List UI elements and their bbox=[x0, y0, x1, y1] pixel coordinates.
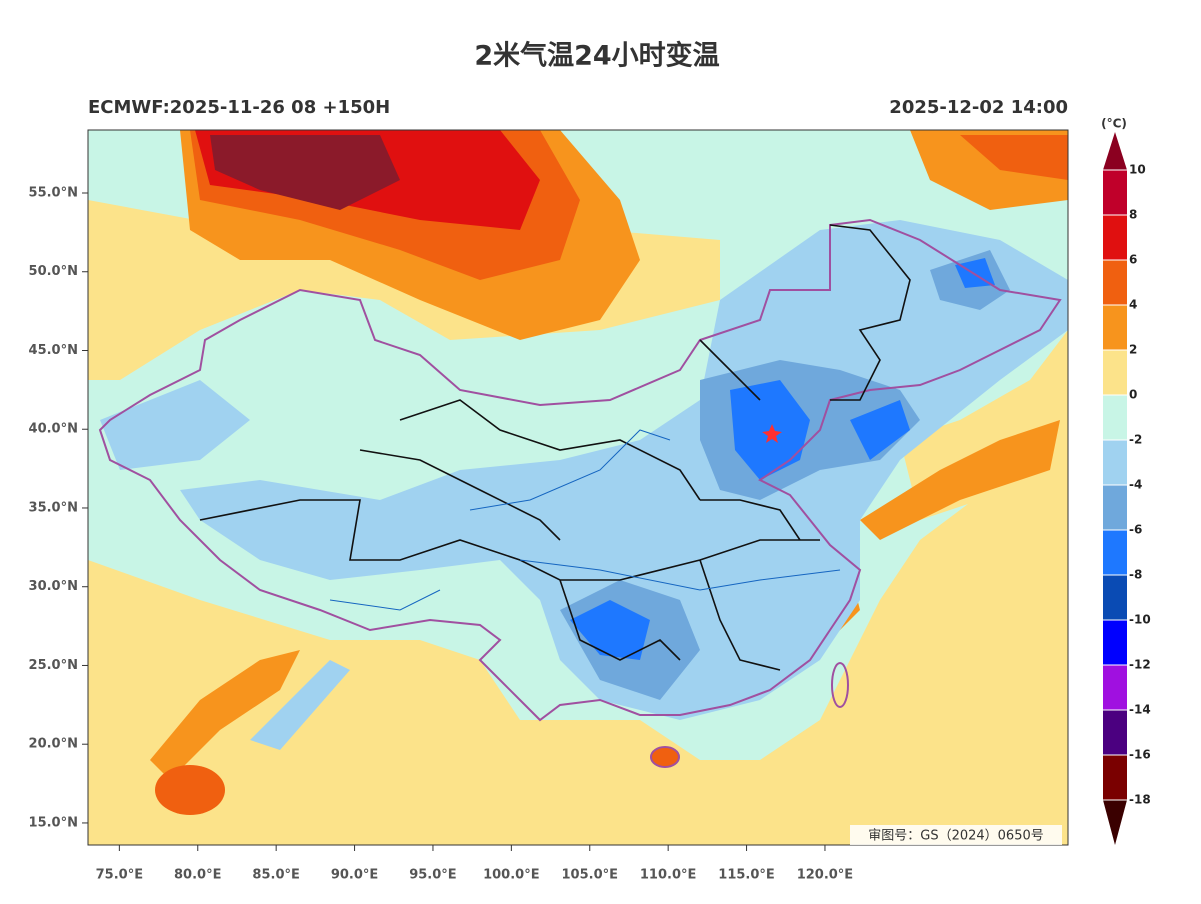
map-frame bbox=[87, 129, 1069, 846]
temperature-field bbox=[88, 130, 1068, 845]
lat-tick-label: 25.0°N bbox=[29, 658, 78, 673]
lat-tick-label: 20.0°N bbox=[29, 737, 78, 752]
colorbar-label: 2 bbox=[1129, 343, 1137, 357]
colorbar-over bbox=[1103, 132, 1127, 170]
colorbar-label: 6 bbox=[1129, 253, 1137, 267]
colorbar-label: -2 bbox=[1129, 433, 1142, 447]
approval-number: 审图号：GS（2024）0650号 bbox=[868, 829, 1044, 844]
colorbar-label: 10 bbox=[1129, 163, 1146, 177]
lat-tick-label: 35.0°N bbox=[29, 500, 78, 515]
lat-tick-label: 40.0°N bbox=[29, 422, 78, 437]
colorbar-bin bbox=[1103, 530, 1127, 575]
title: 2米气温24小时变温 bbox=[474, 40, 719, 72]
colorbar-label: 4 bbox=[1129, 298, 1137, 312]
colorbar-under bbox=[1103, 800, 1127, 845]
colorbar-unit: (°C) bbox=[1101, 117, 1127, 131]
colorbar-bin bbox=[1103, 260, 1127, 305]
lon-tick-label: 105.0°E bbox=[562, 868, 619, 883]
lon-tick-label: 110.0°E bbox=[640, 868, 697, 883]
colorbar-bin bbox=[1103, 485, 1127, 530]
colorbar-label: 8 bbox=[1129, 208, 1137, 222]
model-run: ECMWF:2025-11-26 08 +150H bbox=[88, 97, 390, 118]
colorbar-label: -8 bbox=[1129, 568, 1142, 582]
colorbar-bin bbox=[1103, 440, 1127, 485]
colorbar-bin bbox=[1103, 170, 1127, 215]
colorbar-bin bbox=[1103, 215, 1127, 260]
colorbar-label: -4 bbox=[1129, 478, 1142, 492]
lon-tick-label: 120.0°E bbox=[797, 868, 854, 883]
colorbar-bin bbox=[1103, 305, 1127, 350]
lon-tick-label: 90.0°E bbox=[331, 868, 378, 883]
colorbar-label: -10 bbox=[1129, 613, 1151, 627]
lat-tick-label: 45.0°N bbox=[29, 343, 78, 358]
colorbar-bin bbox=[1103, 710, 1127, 755]
colorbar-label: -12 bbox=[1129, 658, 1151, 672]
colorbar-label: -18 bbox=[1129, 793, 1151, 807]
colorbar-label: -14 bbox=[1129, 703, 1151, 717]
colorbar-bin bbox=[1103, 395, 1127, 440]
lat-tick-label: 15.0°N bbox=[29, 815, 78, 830]
colorbar-label: 0 bbox=[1129, 388, 1137, 402]
colorbar-bin bbox=[1103, 350, 1127, 395]
approval-box bbox=[850, 825, 1062, 845]
lon-tick-label: 115.0°E bbox=[718, 868, 775, 883]
colorbar-bin bbox=[1103, 665, 1127, 710]
lon-tick-label: 100.0°E bbox=[483, 868, 540, 883]
lon-tick-label: 95.0°E bbox=[409, 868, 456, 883]
lon-tick-label: 85.0°E bbox=[252, 868, 299, 883]
colorbar-label: -16 bbox=[1129, 748, 1151, 762]
lon-tick-label: 80.0°E bbox=[174, 868, 221, 883]
lat-tick-label: 50.0°N bbox=[29, 264, 78, 279]
colorbar-bin bbox=[1103, 575, 1127, 620]
boundaries bbox=[98, 218, 1062, 768]
colorbar-bin bbox=[1103, 755, 1127, 800]
lat-tick-label: 55.0°N bbox=[29, 185, 78, 200]
colorbar-bin bbox=[1103, 620, 1127, 665]
valid-time: 2025-12-02 14:00 bbox=[889, 97, 1068, 118]
lat-tick-label: 30.0°N bbox=[29, 579, 78, 594]
colorbar-label: -6 bbox=[1129, 523, 1142, 537]
beijing-marker bbox=[762, 424, 782, 443]
lon-tick-label: 75.0°E bbox=[96, 868, 143, 883]
